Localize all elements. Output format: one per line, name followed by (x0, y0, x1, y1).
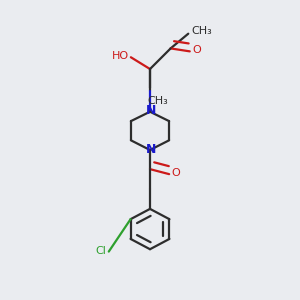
Text: N: N (146, 104, 156, 117)
Text: O: O (192, 46, 201, 56)
Text: HO: HO (112, 51, 129, 61)
Text: N: N (146, 142, 156, 156)
Text: Cl: Cl (95, 246, 106, 256)
Text: CH₃: CH₃ (191, 26, 212, 36)
Text: O: O (172, 168, 180, 178)
Text: CH₃: CH₃ (147, 96, 168, 106)
